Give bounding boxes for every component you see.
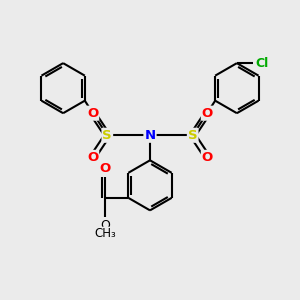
Text: O: O bbox=[202, 151, 213, 164]
Text: O: O bbox=[100, 219, 110, 232]
Text: O: O bbox=[87, 151, 98, 164]
Text: S: S bbox=[103, 129, 112, 142]
Text: CH₃: CH₃ bbox=[94, 227, 116, 240]
Text: O: O bbox=[202, 107, 213, 120]
Text: S: S bbox=[188, 129, 197, 142]
Text: Cl: Cl bbox=[255, 57, 268, 70]
Text: O: O bbox=[87, 107, 98, 120]
Text: O: O bbox=[99, 163, 110, 176]
Text: N: N bbox=[144, 129, 156, 142]
